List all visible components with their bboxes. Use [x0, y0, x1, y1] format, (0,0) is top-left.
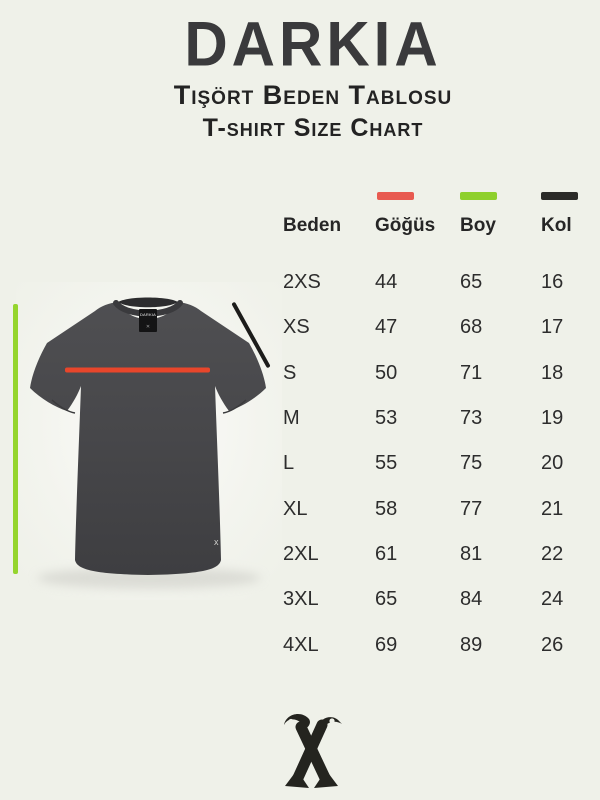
chest-cell: 69	[375, 633, 398, 656]
title-turkish: Tişört Beden Tablosu	[173, 80, 453, 110]
size-cell: XL	[283, 497, 308, 520]
brand-x-logo-icon	[284, 714, 342, 788]
length-color-bar	[460, 192, 497, 200]
logo-left-hole	[288, 718, 294, 725]
chest-cell: 53	[375, 407, 398, 430]
sleeve-cell: 17	[541, 316, 564, 339]
chest-cell: 58	[375, 497, 398, 520]
shirt-shadow	[37, 567, 261, 589]
hem-logo-mark: x	[214, 537, 219, 547]
sleeve-cell: 18	[541, 361, 564, 384]
brand-logo: DARKIA	[184, 9, 442, 80]
length-cell: 84	[460, 588, 483, 611]
header-boy: Boy	[460, 215, 496, 236]
sleeve-cell: 20	[541, 452, 564, 475]
size-cell: 4XL	[283, 633, 319, 656]
chest-cell: 61	[375, 542, 398, 565]
length-cell: 75	[460, 452, 483, 475]
length-cell: 81	[460, 542, 483, 565]
size-cell: M	[283, 407, 300, 430]
size-cell: XS	[283, 316, 310, 339]
header-beden: Beden	[283, 215, 342, 236]
length-cell: 77	[460, 497, 483, 520]
chest-cell: 65	[375, 588, 398, 611]
size-cell: 2XL	[283, 542, 319, 565]
size-cell: 3XL	[283, 588, 319, 611]
sleeve-cell: 19	[541, 407, 564, 430]
sleeve-cell: 26	[541, 633, 564, 656]
collar-inner	[118, 297, 178, 308]
sleeve-cell: 16	[541, 271, 564, 294]
length-measure-line	[13, 304, 18, 574]
header-kol: Kol	[541, 215, 572, 236]
sleeve-cell: 24	[541, 588, 564, 611]
neck-tag-size-mark: ✕	[146, 324, 150, 330]
size-table-header: Beden Göğüs Boy Kol	[283, 215, 586, 237]
neck-tag-label: DARKIA	[140, 312, 156, 317]
size-cell: S	[283, 361, 297, 384]
chest-cell: 55	[375, 452, 398, 475]
header-gogus: Göğüs	[375, 215, 436, 236]
tshirt-photo: DARKIA ✕ x	[16, 282, 282, 600]
size-cell: L	[283, 452, 295, 475]
title-english: T-shirt Size Chart	[202, 114, 424, 142]
chest-cell: 44	[375, 271, 398, 294]
length-cell: 73	[460, 407, 483, 430]
length-cell: 68	[460, 316, 483, 339]
length-cell: 71	[460, 361, 483, 384]
neck-tag	[139, 309, 157, 332]
chest-measure-line	[65, 367, 210, 373]
chest-cell: 47	[375, 316, 398, 339]
length-cell: 89	[460, 633, 483, 656]
left-sleeve-seam	[51, 399, 76, 414]
sleeve-cell: 22	[541, 542, 564, 565]
chest-cell: 50	[375, 361, 398, 384]
logo-right-hole	[329, 718, 335, 724]
chest-color-bar	[377, 192, 414, 200]
right-sleeve-seam	[222, 399, 247, 414]
size-table: 2XS 44 65 16 XS 47 68 17 S 50 71 18 M 53…	[283, 260, 586, 668]
length-cell: 65	[460, 271, 483, 294]
sleeve-color-bar	[541, 192, 578, 200]
sleeve-cell: 21	[541, 497, 564, 520]
size-cell: 2XS	[283, 271, 321, 294]
